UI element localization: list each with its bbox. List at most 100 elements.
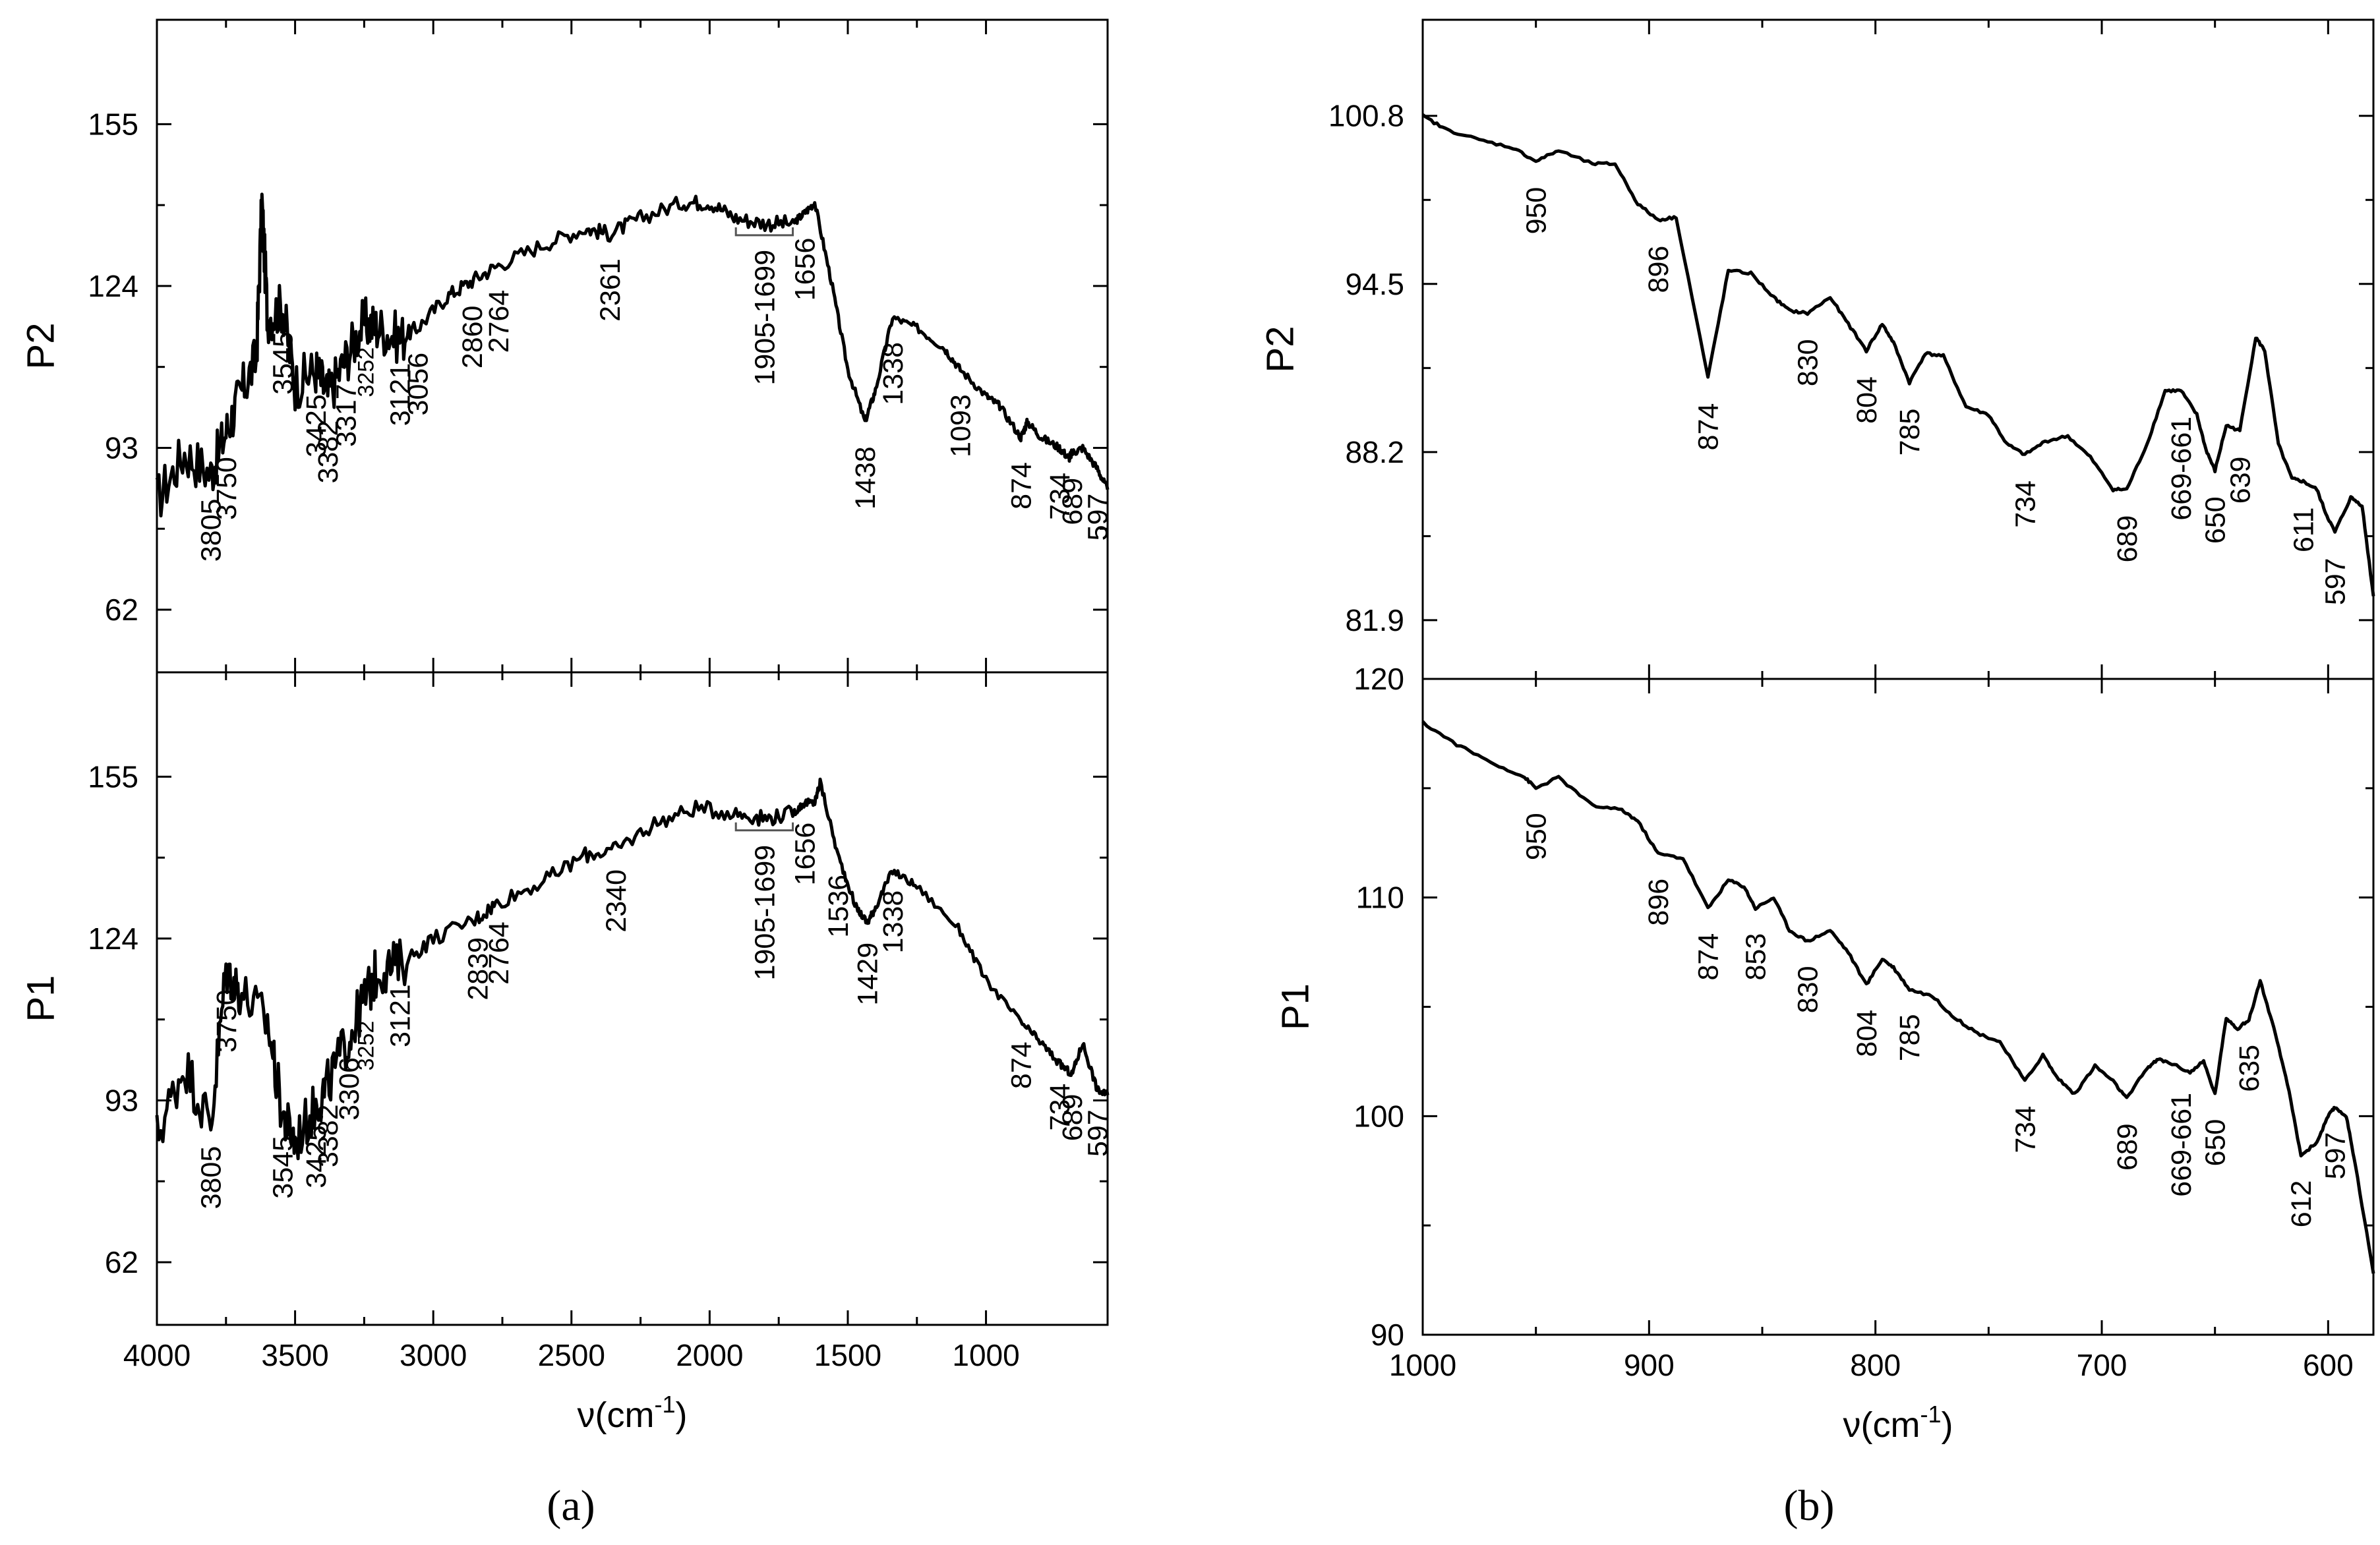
b-P2-peak-label: 950 <box>1521 187 1553 235</box>
a-P2-ytick-label: 124 <box>88 269 138 303</box>
a-P1-peak-label: 1429 <box>852 943 884 1006</box>
b-P2-ytick-label: 88.2 <box>1345 435 1404 469</box>
a-P2-peak-label: 3317 <box>330 384 362 447</box>
a-P2-peak-label: 3382 <box>312 421 344 484</box>
b-P2-peak-label: 689 <box>2112 515 2143 563</box>
a-P2-peak-label: 3121 <box>384 363 416 426</box>
a-P1-ytick-label: 93 <box>105 1083 138 1117</box>
a-P1-peak-label: 1338 <box>878 890 909 954</box>
b-P1-xtick-label: 700 <box>2077 1348 2127 1382</box>
a-P2-peak-label: 689 <box>1057 478 1088 525</box>
b-P1-ytick-label: 110 <box>1356 881 1404 915</box>
b-P1-xlabel: ν(cm-1) <box>1843 1401 1953 1445</box>
a-P2-ylabel: P2 <box>20 323 63 370</box>
b-P2-peak-label: 830 <box>1793 339 1824 386</box>
b-P2-peak-label: 896 <box>1643 246 1675 293</box>
caption-a: (a) <box>547 1482 595 1530</box>
b-P1-peak-label: 830 <box>1793 966 1824 1014</box>
b-P1-peak-label: 612 <box>2286 1181 2317 1228</box>
b-P1-peak-label: 950 <box>1521 813 1553 860</box>
b-P2-ytick-label: 81.9 <box>1345 603 1404 637</box>
a-P1-xtick-label: 4000 <box>123 1338 191 1372</box>
a-P1-peak-label: 734 <box>1044 1084 1076 1131</box>
b-P2-peak-label: 669-661 <box>2166 417 2197 521</box>
a-P1-ytick-label: 155 <box>88 759 138 794</box>
a-P1-annotation-bracket <box>734 822 794 832</box>
b-P2-frame <box>1421 18 2375 680</box>
b-P1-xtick-label: 600 <box>2303 1348 2354 1382</box>
b-P1-ylabel: P1 <box>1274 983 1317 1030</box>
b-P1-peak-label: 689 <box>2112 1123 2143 1171</box>
b-P1-peak-label: 635 <box>2234 1045 2265 1092</box>
a-P1-frame <box>156 671 1109 1326</box>
b-P1-spectrum-line <box>1421 720 2375 1274</box>
caption-b: (b) <box>1784 1482 1835 1530</box>
a-P2-peak-label: 3425 <box>301 394 332 457</box>
b-P1-peak-label: 853 <box>1740 933 1772 981</box>
b-P1-peak-label: 669-661 <box>2166 1093 2197 1197</box>
a-P1-peak-label: 3306 <box>334 1057 365 1121</box>
a-P2-peak-label: 874 <box>1005 462 1037 510</box>
plot-layer: 6293124155P23805375035453425338233173252… <box>20 18 2375 1445</box>
a-P2-peak-label: 597 <box>1082 494 1114 541</box>
b-P2-ytick-label: 94.5 <box>1345 267 1404 301</box>
b-P2-peak-label: 785 <box>1894 409 1926 456</box>
a-P1-xtick-label: 1500 <box>814 1338 881 1372</box>
b-P2-peak-label: 597 <box>2320 558 2352 605</box>
b-P2-peak-label: 734 <box>2009 481 2041 528</box>
a-P1-xtick-label: 3000 <box>400 1338 467 1372</box>
a-P1-peak-label: 3545 <box>268 1136 299 1199</box>
a-P2-ytick-label: 62 <box>105 593 138 627</box>
b-P1-frame <box>1421 678 2375 1336</box>
a-P1-peak-label: 1536 <box>823 875 854 938</box>
b-P1-peak-label: 650 <box>2200 1119 2232 1167</box>
a-P1-peak-label: 1905-1699 <box>749 845 781 981</box>
a-P2-frame <box>156 18 1109 674</box>
a-P1-peak-label: 3382 <box>312 1104 344 1167</box>
a-P1-peak-label: 3252 <box>354 1021 379 1071</box>
a-P1-ytick-label: 62 <box>105 1245 138 1279</box>
a-P2-peak-label: 3545 <box>268 332 299 395</box>
a-P2-peak-label: 1093 <box>945 394 977 457</box>
a-P1-spectrum-line <box>155 777 1110 1161</box>
b-P1-xtick-label: 1000 <box>1389 1348 1456 1382</box>
b-P1-xtick-label: 800 <box>1850 1348 1901 1382</box>
b-P1-peak-label: 734 <box>2009 1106 2041 1153</box>
b-P2-spectrum-line <box>1421 113 2375 597</box>
a-P1-ylabel: P1 <box>20 976 63 1022</box>
a-P2-peak-label: 1338 <box>878 342 909 405</box>
a-P1-peak-label: 3805 <box>196 1146 227 1210</box>
a-P1-xtick-label: 2500 <box>538 1338 605 1372</box>
b-P1-xtick-label: 900 <box>1624 1348 1675 1382</box>
b-P2-peak-label: 874 <box>1693 403 1725 451</box>
a-P2-peak-label: 1905-1699 <box>749 250 781 386</box>
b-P2-peak-label: 639 <box>2224 457 2256 504</box>
a-P2-peak-label: 3056 <box>403 353 434 416</box>
a-P1-ytick-label: 124 <box>88 921 138 956</box>
a-P1-peak-label: 3425 <box>301 1125 332 1188</box>
b-P1-peak-label: 785 <box>1894 1014 1926 1061</box>
a-P2-peak-label: 3750 <box>211 457 243 520</box>
b-P2-ytick-label: 100.8 <box>1328 99 1404 133</box>
b-P2-peak-label: 804 <box>1851 376 1883 424</box>
a-P2-peak-label: 3252 <box>354 347 379 397</box>
b-P1-ytick-label: 90 <box>1371 1318 1404 1352</box>
a-P1-xlabel: ν(cm-1) <box>578 1391 688 1435</box>
b-P1-peak-label: 874 <box>1693 933 1725 981</box>
a-P1-peak-label: 1656 <box>790 823 821 886</box>
b-P1-peak-label: 597 <box>2320 1132 2352 1180</box>
a-P1-peak-label: 597 <box>1082 1109 1114 1157</box>
b-P1-peak-label: 896 <box>1643 879 1675 926</box>
a-P2-peak-label: 734 <box>1044 473 1076 520</box>
a-P2-ytick-label: 93 <box>105 430 138 465</box>
b-P1-ytick-label: 120 <box>1354 662 1404 696</box>
a-P2-peak-label: 3805 <box>196 499 227 562</box>
a-P2-peak-label: 1656 <box>790 238 821 301</box>
a-P1-xtick-label: 2000 <box>676 1338 743 1372</box>
a-P1-peak-label: 2839 <box>463 937 494 1001</box>
a-P2-spectrum-line <box>155 192 1110 517</box>
b-P2-peak-label: 611 <box>2288 507 2320 552</box>
a-P1-peak-label: 3121 <box>384 984 416 1047</box>
a-P1-peak-label: 2340 <box>601 869 632 933</box>
